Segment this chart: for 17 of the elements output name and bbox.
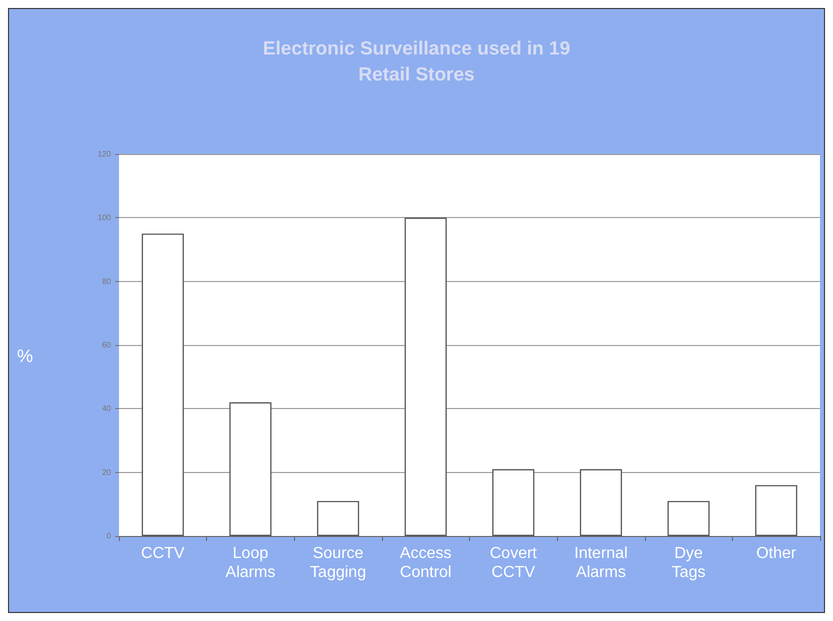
y-tick-label: 120 bbox=[98, 150, 112, 158]
x-tick-label: Internal Alarms bbox=[574, 545, 628, 581]
y-tick-label: 20 bbox=[102, 468, 112, 477]
y-tick-label: 40 bbox=[102, 404, 112, 414]
y-tick-label: 80 bbox=[102, 276, 112, 286]
x-tick-label: Dye Tags bbox=[672, 545, 706, 581]
y-tick-label: 0 bbox=[106, 532, 112, 540]
x-tick-label: CCTV bbox=[141, 545, 185, 562]
x-tick-label: Source Tagging bbox=[310, 545, 366, 581]
x-tick-label: Loop Alarms bbox=[226, 545, 276, 581]
y-tick-label: 60 bbox=[102, 340, 112, 350]
x-tick-label: Covert CCTV bbox=[490, 545, 538, 581]
chart-title: Electronic Surveillance used in 19 Retail Stores bbox=[262, 38, 570, 86]
y-axis-title: % bbox=[17, 346, 34, 366]
x-tick-label: Access Control bbox=[400, 545, 452, 581]
y-tick-label: 100 bbox=[98, 213, 112, 222]
x-tick-label: Other bbox=[756, 545, 797, 562]
